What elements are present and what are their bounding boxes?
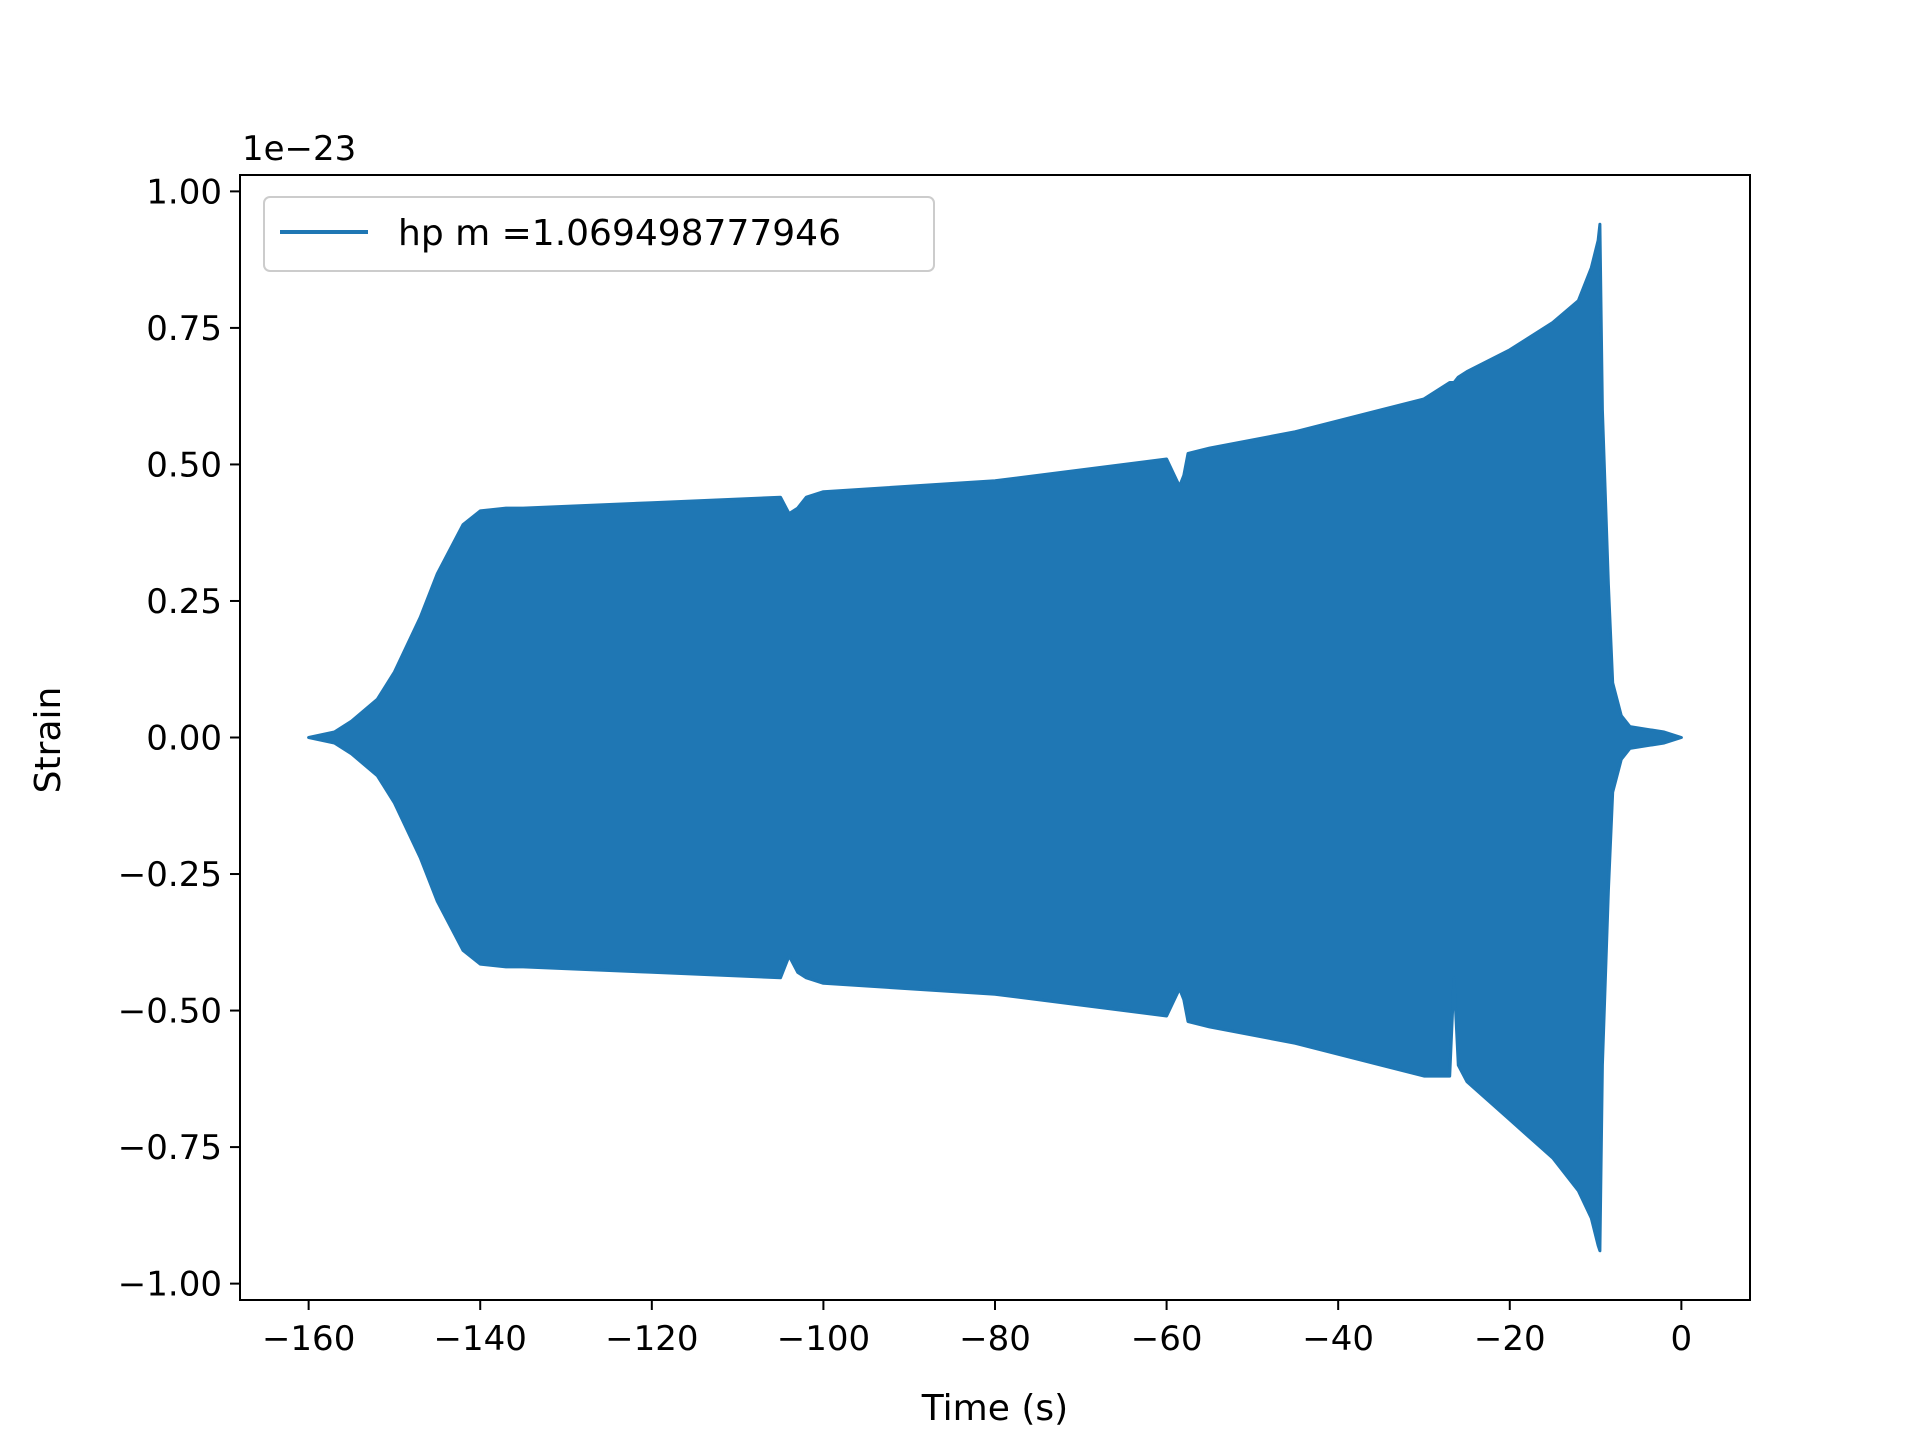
y-offset-text: 1e−23 — [242, 129, 356, 169]
series-hp-waveform — [307, 222, 1683, 1253]
x-tick-label: −120 — [605, 1319, 698, 1359]
x-tick-label: −140 — [434, 1319, 527, 1359]
y-tick-label: −0.75 — [118, 1128, 222, 1168]
x-axis-ticks: −160 −140 −120 −100 −80 −60 −40 −20 0 — [262, 1300, 1692, 1359]
y-tick-label: 1.00 — [146, 172, 222, 212]
legend: hp m =1.069498777946 — [263, 196, 935, 272]
y-axis-ticks: 1.00 0.75 0.50 0.25 0.00 −0.25 −0.50 −0.75 −1.00 — [118, 172, 240, 1305]
y-tick-label: −1.00 — [118, 1265, 222, 1305]
y-tick-label: 0.50 — [146, 445, 222, 485]
y-axis-label: Strain — [28, 687, 69, 794]
x-tick-label: −100 — [777, 1319, 870, 1359]
x-tick-label: −80 — [959, 1319, 1031, 1359]
series-layer — [307, 222, 1683, 1253]
x-tick-label: 0 — [1671, 1319, 1693, 1359]
x-tick-label: −60 — [1131, 1319, 1203, 1359]
legend-box — [263, 196, 935, 272]
y-tick-label: 0.25 — [146, 582, 222, 622]
x-tick-label: −160 — [262, 1319, 355, 1359]
x-tick-label: −20 — [1474, 1319, 1546, 1359]
x-axis-label: Time (s) — [921, 1388, 1068, 1429]
x-tick-label: −40 — [1302, 1319, 1374, 1359]
y-tick-label: −0.25 — [118, 855, 222, 895]
y-tick-label: 0.75 — [146, 309, 222, 349]
y-tick-label: −0.50 — [118, 992, 222, 1032]
legend-entry-label: hp m =1.069498777946 — [398, 213, 841, 254]
y-tick-label: 0.00 — [146, 719, 222, 759]
